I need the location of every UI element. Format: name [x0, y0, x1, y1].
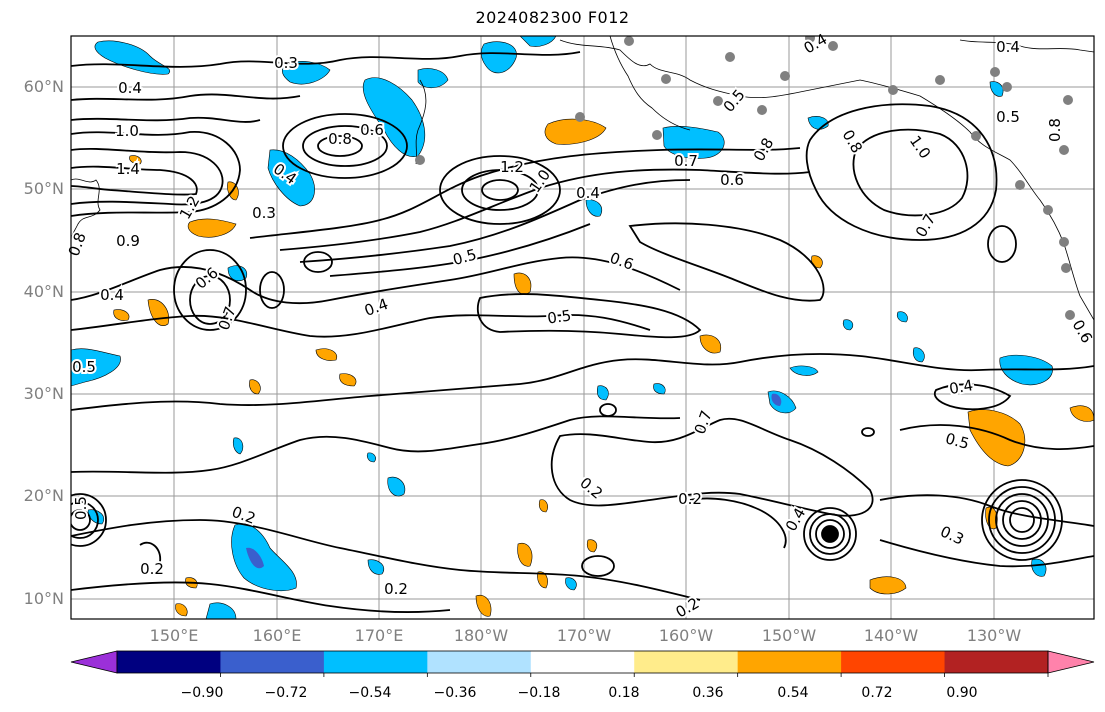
- colorbar-tick-label: −0.90: [180, 685, 224, 701]
- contour-label: 0.8: [328, 130, 352, 148]
- lon-label: 180°W: [453, 626, 509, 645]
- contour-label: 0.5: [72, 358, 96, 376]
- lat-label: 50°N: [23, 179, 64, 198]
- contour-label: 0.4: [100, 286, 124, 304]
- colorbar-segment: [117, 651, 221, 673]
- colorbar-segment: [323, 651, 428, 673]
- colorbar-extend-max: [1047, 650, 1095, 674]
- lon-label: 160°E: [252, 626, 302, 645]
- contour-label: 0.7: [674, 152, 698, 170]
- colorbar-tick-label: −0.72: [264, 685, 308, 701]
- contour-label: 0.5: [996, 108, 1020, 126]
- contour-label: 0.4: [118, 79, 142, 97]
- lon-label: 150°W: [761, 626, 817, 645]
- contour-label: 0.3: [252, 204, 276, 222]
- contour-label: 1.0: [115, 122, 139, 140]
- lon-label: 130°W: [966, 626, 1022, 645]
- contour-lines: [71, 51, 1094, 613]
- contour-label: 0.4: [576, 184, 600, 202]
- colorbar-tick-label: 0.18: [608, 685, 640, 701]
- colorbar-tick-label: 0.36: [692, 685, 724, 701]
- colorbar-tick-label: −0.18: [517, 685, 561, 701]
- contour-label: 0.6: [720, 171, 744, 189]
- lon-label: 170°E: [354, 626, 404, 645]
- map-frame: [70, 35, 1095, 620]
- contour-label: 0.5: [72, 496, 90, 520]
- lat-label: 20°N: [23, 486, 64, 505]
- colorbar-segment: [530, 651, 635, 673]
- contour-label: 0.2: [384, 580, 408, 598]
- strong-negative-cores: [246, 393, 782, 569]
- contour-label: 1.2: [500, 158, 524, 176]
- storm-center-marker: [822, 526, 838, 542]
- colorbar-tick-label: 0.54: [777, 685, 809, 701]
- colorbar-tick-label: 0.90: [946, 685, 978, 701]
- lat-label: 10°N: [23, 589, 64, 608]
- contour-label: 0.2: [678, 490, 702, 508]
- colorbar: [70, 650, 1095, 677]
- colorbar-tick-label: −0.36: [433, 685, 477, 701]
- colorbar-segment: [427, 651, 532, 673]
- colorbar-segment: [220, 651, 325, 673]
- colorbar-extend-min: [70, 650, 118, 674]
- colorbar-segment: [634, 651, 739, 673]
- lat-label: 60°N: [23, 77, 64, 96]
- colorbar-segment: [737, 651, 842, 673]
- colorbar-frame: [116, 650, 1049, 674]
- lon-label: 150°E: [149, 626, 199, 645]
- colorbar-tick-label: 0.72: [861, 685, 893, 701]
- lat-label: 40°N: [23, 282, 64, 301]
- contour-label: 0.2: [140, 560, 164, 578]
- contour-label: 0.5: [546, 306, 572, 327]
- lon-label: 160°W: [658, 626, 714, 645]
- contour-label: 0.3: [274, 54, 298, 72]
- contour-label: 0.9: [116, 232, 140, 250]
- contour-label: 0.5: [451, 245, 479, 269]
- station-markers: [415, 36, 1075, 320]
- positive-anomaly-patches: [113, 118, 1094, 617]
- lat-label: 30°N: [23, 384, 64, 403]
- colorbar-tick-label: −0.54: [348, 685, 392, 701]
- contour-label: 1.4: [116, 160, 140, 178]
- lon-label: 140°W: [863, 626, 919, 645]
- coastlines: [71, 36, 1094, 321]
- contour-label: 0.8: [1046, 118, 1064, 142]
- colorbar-segment: [944, 651, 1049, 673]
- colorbar-segment: [841, 651, 946, 673]
- lon-label: 170°W: [556, 626, 612, 645]
- contour-label: 0.4: [996, 38, 1020, 56]
- contour-label: 0.6: [360, 121, 384, 139]
- map-title: 2024082300 F012: [475, 8, 630, 27]
